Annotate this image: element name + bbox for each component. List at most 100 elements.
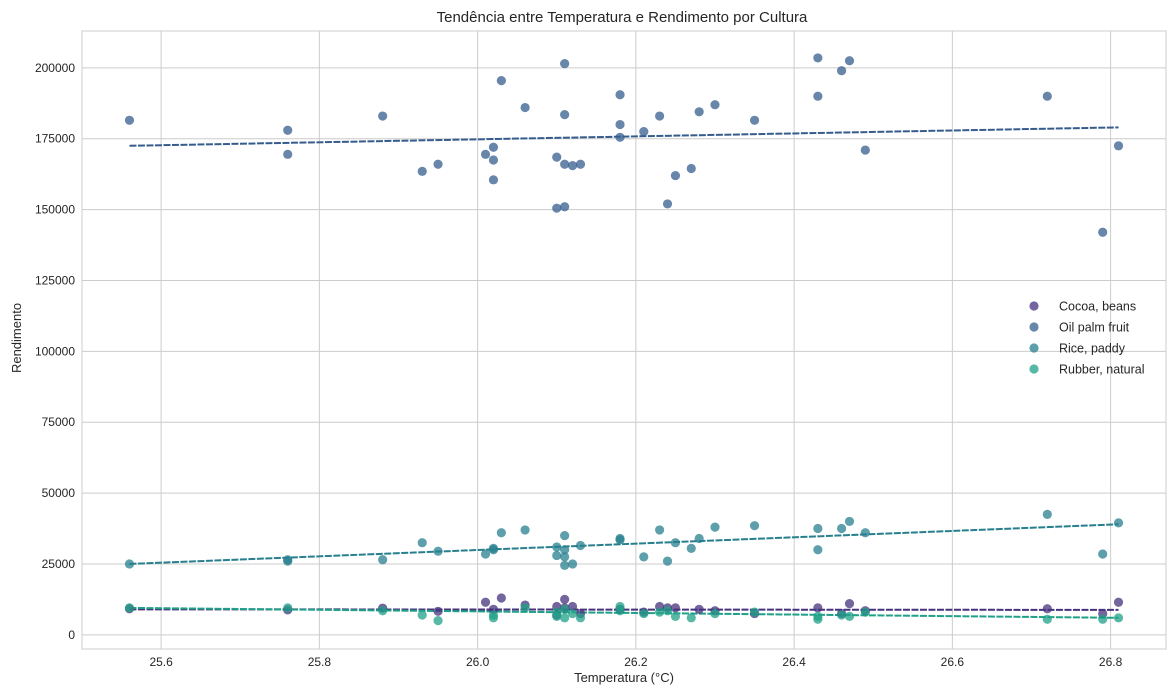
legend-label-oil-palm-fruit: Oil palm fruit: [1059, 321, 1130, 335]
point-rubber-natural: [836, 610, 847, 620]
point-rubber-natural: [860, 607, 870, 617]
point-rubber-natural: [378, 606, 388, 616]
point-rice-paddy: [860, 528, 870, 538]
point-rubber-natural: [686, 613, 696, 623]
point-rubber-natural: [417, 610, 427, 620]
point-oil-palm-fruit: [575, 159, 586, 169]
point-rice-paddy: [575, 540, 586, 551]
point-rice-paddy: [520, 525, 530, 535]
point-oil-palm-fruit: [836, 66, 847, 76]
legend-label-rice-paddy: Rice, paddy: [1059, 342, 1126, 356]
data-points: [124, 53, 1124, 626]
point-rubber-natural: [813, 611, 823, 621]
point-oil-palm-fruit: [1042, 91, 1052, 101]
point-rubber-natural: [433, 616, 443, 626]
point-oil-palm-fruit: [496, 76, 506, 86]
point-oil-palm-fruit: [1098, 227, 1108, 237]
legend: Cocoa, beans Oil palm fruit Rice, paddy Rub…: [1029, 300, 1144, 377]
point-rice-paddy: [670, 538, 681, 548]
point-rubber-natural: [670, 611, 681, 621]
x-tick-label: 26.2: [624, 655, 648, 669]
x-axis-ticks: 25.6 25.8 26.0 26.2 26.4 26.6 26.8: [149, 655, 1122, 669]
point-oil-palm-fruit: [488, 142, 499, 152]
point-rice-paddy: [378, 555, 388, 565]
point-rice-paddy: [560, 552, 570, 562]
point-rice-paddy: [662, 556, 673, 566]
point-rubber-natural: [560, 604, 570, 614]
point-oil-palm-fruit: [480, 149, 491, 159]
point-oil-palm-fruit: [378, 111, 388, 121]
point-rice-paddy: [639, 552, 649, 562]
point-rubber-natural: [552, 607, 562, 617]
legend-marker-rubber-natural: [1029, 364, 1039, 374]
point-rubber-natural: [710, 608, 720, 619]
point-rubber-natural: [749, 607, 760, 617]
legend-marker-rice-paddy: [1029, 343, 1039, 353]
point-oil-palm-fruit: [560, 59, 570, 69]
point-rice-paddy: [694, 533, 704, 544]
x-tick-label: 26.4: [782, 655, 806, 669]
point-rice-paddy: [480, 549, 491, 559]
point-oil-palm-fruit: [552, 203, 562, 213]
y-axis-label: Rendimento: [9, 303, 24, 373]
point-rubber-natural: [615, 601, 625, 612]
point-cocoa-beans: [844, 599, 855, 609]
point-cocoa-beans: [480, 597, 491, 607]
point-rice-paddy: [496, 528, 506, 538]
point-cocoa-beans: [670, 603, 681, 613]
trend-line-rice-paddy: [129, 523, 1119, 565]
point-oil-palm-fruit: [488, 155, 499, 165]
point-rubber-natural: [1113, 613, 1124, 623]
point-rubber-natural: [1098, 614, 1108, 624]
point-oil-palm-fruit: [662, 199, 673, 209]
point-oil-palm-fruit: [639, 127, 649, 137]
y-axis-ticks: 0 25000 50000 75000 100000 125000 150000 175000…: [35, 61, 75, 642]
point-rice-paddy: [283, 556, 293, 566]
point-oil-palm-fruit: [686, 163, 696, 174]
point-oil-palm-fruit: [560, 159, 570, 169]
y-tick-label: 100000: [35, 344, 75, 358]
y-tick-label: 75000: [42, 415, 76, 429]
point-rice-paddy: [1098, 549, 1108, 559]
point-rice-paddy: [836, 523, 847, 534]
point-rice-paddy: [567, 559, 578, 569]
point-rice-paddy: [749, 521, 760, 531]
point-cocoa-beans: [567, 601, 578, 612]
y-tick-label: 125000: [35, 273, 75, 287]
x-tick-label: 25.8: [308, 655, 332, 669]
point-cocoa-beans: [560, 594, 570, 604]
point-oil-palm-fruit: [615, 90, 625, 100]
x-axis-label: Temperatura (°C): [574, 670, 674, 685]
point-rubber-natural: [560, 613, 570, 623]
point-rice-paddy: [552, 542, 562, 552]
point-rice-paddy: [686, 543, 696, 553]
plot-frame: [81, 30, 1167, 650]
point-rice-paddy: [433, 546, 443, 556]
y-tick-label: 150000: [35, 203, 75, 217]
point-rice-paddy: [417, 538, 427, 548]
y-tick-label: 200000: [35, 61, 75, 75]
point-rice-paddy: [1042, 509, 1052, 519]
point-cocoa-beans: [813, 603, 823, 613]
point-oil-palm-fruit: [615, 119, 625, 130]
point-rubber-natural: [283, 603, 293, 613]
y-tick-label: 50000: [42, 486, 76, 500]
point-oil-palm-fruit: [560, 110, 570, 120]
point-rubber-natural: [520, 603, 530, 613]
y-tick-label: 25000: [42, 557, 76, 571]
point-rice-paddy: [813, 523, 823, 534]
point-oil-palm-fruit: [749, 115, 760, 125]
point-oil-palm-fruit: [488, 175, 499, 185]
y-tick-label: 0: [68, 628, 75, 642]
legend-label-rubber-natural: Rubber, natural: [1059, 363, 1144, 377]
point-rice-paddy: [560, 560, 570, 570]
point-cocoa-beans: [1042, 604, 1052, 614]
point-oil-palm-fruit: [283, 149, 293, 159]
point-rice-paddy: [813, 545, 823, 555]
x-tick-label: 26.0: [466, 655, 490, 669]
point-rice-paddy: [552, 550, 562, 561]
point-oil-palm-fruit: [615, 132, 625, 142]
point-cocoa-beans: [496, 593, 506, 603]
point-rubber-natural: [1042, 614, 1052, 624]
point-rubber-natural: [567, 608, 578, 619]
